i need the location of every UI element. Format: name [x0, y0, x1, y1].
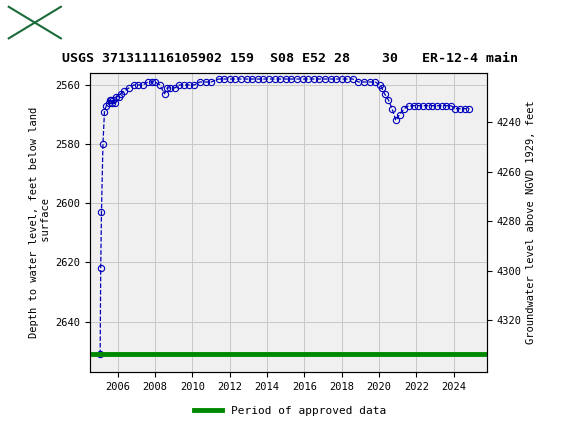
Legend: Period of approved data: Period of approved data	[190, 401, 390, 420]
Y-axis label: Depth to water level, feet below land
 surface: Depth to water level, feet below land su…	[30, 107, 51, 338]
Text: USGS 371311116105902 159  S08 E52 28    30   ER-12-4 main: USGS 371311116105902 159 S08 E52 28 30 E…	[62, 52, 518, 64]
FancyBboxPatch shape	[9, 7, 61, 38]
Y-axis label: Groundwater level above NGVD 1929, feet: Groundwater level above NGVD 1929, feet	[526, 101, 536, 344]
Text: USGS: USGS	[70, 12, 133, 33]
